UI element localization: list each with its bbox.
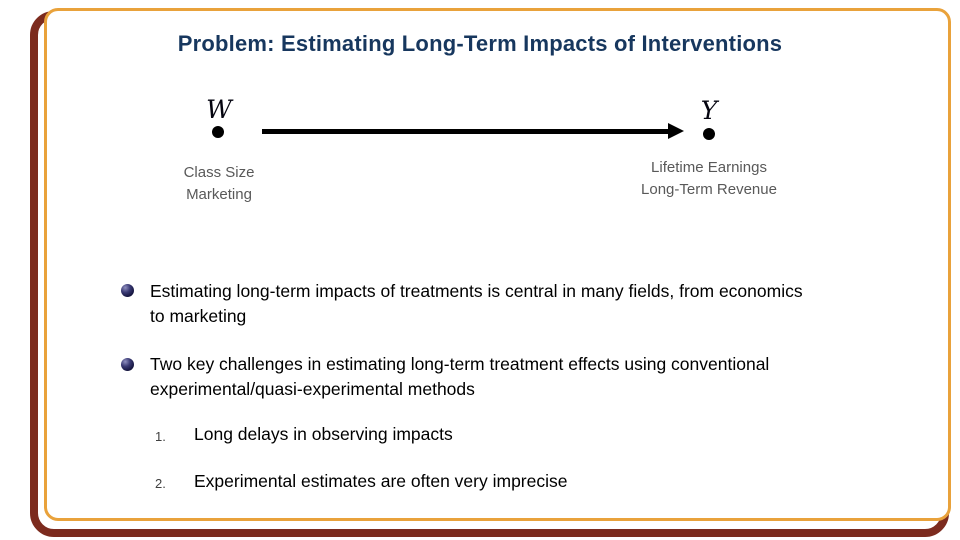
outcome-example-2: Long-Term Revenue — [641, 181, 777, 198]
bullet-line: Estimating long-term impacts of treatmen… — [150, 281, 803, 301]
outcome-example-1: Lifetime Earnings — [651, 159, 767, 176]
bullet-item: Two key challenges in estimating long-te… — [150, 352, 920, 401]
numbered-item-text: Long delays in observing impacts — [194, 424, 453, 444]
slide-title: Problem: Estimating Long-Term Impacts of… — [177, 31, 783, 56]
bullet-sphere-icon — [121, 284, 134, 297]
outcome-node-symbol: Y — [700, 96, 718, 125]
outcome-node-dot-icon — [703, 128, 715, 140]
numbered-item-marker: 2. — [155, 476, 166, 491]
bullet-item: Estimating long-term impacts of treatmen… — [150, 279, 920, 328]
bullet-line: to marketing — [150, 305, 247, 326]
causal-arrow-head-icon — [668, 123, 684, 139]
treatment-node-symbol: W — [206, 95, 232, 124]
bullet-sphere-icon — [121, 358, 134, 371]
treatment-node-labels: Class Size Marketing — [134, 162, 304, 206]
treatment-example-1: Class Size — [183, 164, 255, 181]
bullet-line: Two key challenges in estimating long-te… — [150, 354, 770, 374]
causal-arrow-line — [262, 129, 668, 134]
bullet-line: experimental/quasi-experimental methods — [150, 378, 475, 399]
numbered-item-text: Experimental estimates are often very im… — [194, 471, 568, 491]
treatment-node-dot-icon — [212, 126, 224, 138]
slide-frame-border — [44, 8, 951, 521]
outcome-node-labels: Lifetime Earnings Long-Term Revenue — [614, 157, 804, 201]
numbered-item-marker: 1. — [155, 429, 166, 444]
treatment-example-2: Marketing — [186, 186, 252, 203]
